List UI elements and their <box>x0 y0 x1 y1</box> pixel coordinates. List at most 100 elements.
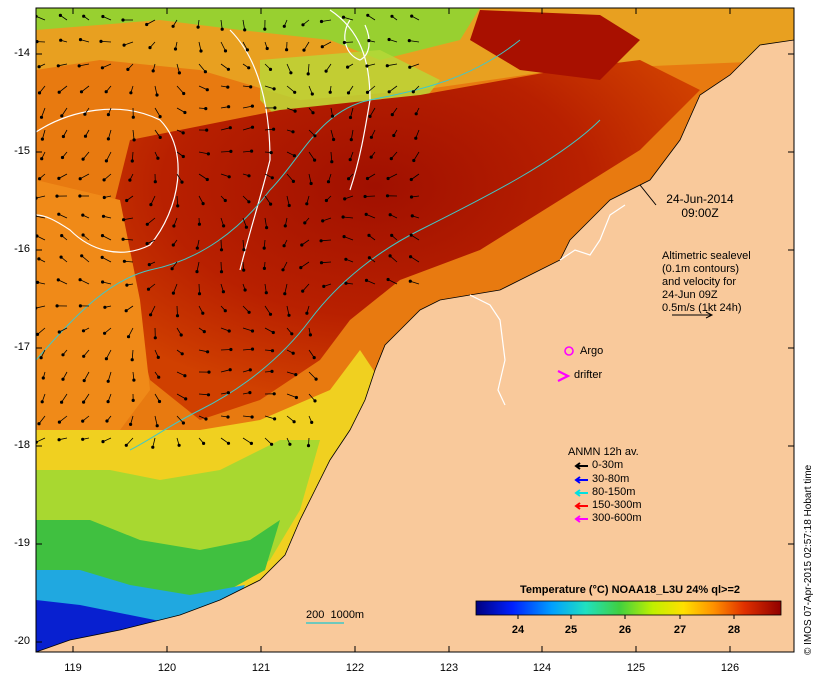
velocity-arrow-head <box>264 291 268 295</box>
velocity-arrow-head <box>272 392 276 396</box>
velocity-arrow-head <box>59 400 64 404</box>
velocity-arrow-head <box>182 91 186 96</box>
velocity-arrow-head <box>271 330 275 335</box>
velocity-arrow <box>242 217 247 228</box>
velocity-arrow-head <box>289 71 293 75</box>
velocity-arrow-head <box>37 422 41 426</box>
velocity-arrow-head <box>410 14 414 18</box>
velocity-arrow-head <box>124 443 128 447</box>
velocity-arrow <box>41 107 46 118</box>
velocity-arrow-head <box>342 40 346 45</box>
velocity-arrow-head <box>126 67 130 72</box>
velocity-arrow-head <box>102 195 106 200</box>
velocity-arrow-head <box>197 222 201 226</box>
velocity-arrow-head <box>181 154 185 159</box>
velocity-arrow <box>37 327 46 335</box>
y-axis-label: -15 <box>14 145 30 157</box>
velocity-arrow <box>350 129 354 140</box>
velocity-arrow-head <box>199 49 203 53</box>
x-axis-label: 124 <box>532 662 552 674</box>
velocity-arrow-head <box>408 65 412 69</box>
velocity-arrow-head <box>149 313 153 317</box>
velocity-arrow-head <box>40 157 44 161</box>
velocity-arrow-head <box>56 64 60 68</box>
velocity-arrow-head <box>262 246 266 250</box>
velocity-arrow-head <box>409 195 414 199</box>
velocity-arrow <box>242 327 253 332</box>
velocity-arrow-head <box>126 335 131 339</box>
velocity-arrow-head <box>156 156 160 160</box>
velocity-arrow-head <box>151 445 155 449</box>
velocity-arrow-head <box>57 420 62 424</box>
velocity-arrow <box>36 215 46 219</box>
colorbar-ticks <box>517 615 735 619</box>
velocity-arrow-head <box>226 85 230 89</box>
velocity-arrow-head <box>204 107 208 111</box>
velocity-arrow <box>128 327 134 337</box>
velocity-arrow-head <box>37 91 42 95</box>
x-axis-label: 123 <box>439 662 459 674</box>
velocity-arrow-head <box>290 332 294 336</box>
velocity-arrow-head <box>243 28 247 32</box>
velocity-arrow-head <box>262 266 266 270</box>
velocity-arrow-head <box>293 109 297 113</box>
velocity-arrow-head <box>219 270 224 274</box>
velocity-arrow <box>59 415 68 423</box>
plot-frame <box>35 7 795 653</box>
velocity-arrow-head <box>408 279 412 283</box>
velocity-arrow-head <box>146 287 151 291</box>
velocity-arrow-head <box>36 40 39 44</box>
velocity-arrow-head <box>79 90 84 94</box>
velocity-arrow-head <box>387 90 391 94</box>
velocity-arrow-head <box>183 374 187 378</box>
velocity-arrow-head <box>103 305 107 309</box>
velocity-arrow-head <box>314 377 318 381</box>
velocity-arrow-head <box>201 202 205 206</box>
velocity-arrow-head <box>82 400 86 404</box>
velocity-arrow <box>330 151 333 162</box>
velocity-arrow-head <box>158 135 162 139</box>
velocity-arrow-head <box>106 137 111 141</box>
velocity-arrow <box>83 371 90 381</box>
velocity-arrow-head <box>175 314 180 318</box>
velocity-arrow-head <box>412 158 416 163</box>
velocity-arrow-head <box>204 417 208 421</box>
argo-marker-icon <box>564 346 574 356</box>
velocity-arrow-head <box>177 443 181 447</box>
velocity-arrow-head <box>320 45 324 49</box>
velocity-arrow-head <box>101 280 105 284</box>
velocity-arrow-head <box>106 113 111 117</box>
velocity-arrow-head <box>196 25 200 29</box>
velocity-arrow-head <box>341 15 346 19</box>
anmn-legend-150-300: 150-300m <box>592 499 642 511</box>
drifter-marker-icon <box>557 370 571 382</box>
argo-label: Argo <box>580 345 604 357</box>
velocity-arrow <box>300 261 310 268</box>
velocity-arrow-head <box>228 126 232 130</box>
isobath-lines <box>36 39 601 451</box>
velocity-arrow-head <box>248 368 252 372</box>
velocity-arrow-head <box>155 93 159 97</box>
velocity-arrow-head <box>281 268 285 272</box>
velocity-arrow-head <box>57 438 61 442</box>
velocity-arrow-head <box>207 370 211 374</box>
velocity-arrow-head <box>205 88 209 92</box>
velocity-arrow <box>369 107 376 117</box>
velocity-arrow-head <box>294 395 298 400</box>
velocity-arrow-head <box>301 289 305 293</box>
velocity-arrow <box>154 107 161 117</box>
velocity-arrow-head <box>302 48 306 52</box>
velocity-arrow-head <box>408 255 413 259</box>
velocity-arrow <box>286 85 295 93</box>
velocity-arrow-head <box>60 155 65 160</box>
velocity-arrow <box>100 41 112 43</box>
velocity-arrow <box>264 195 271 205</box>
velocity-arrow-head <box>55 194 59 198</box>
velocity-arrow-head <box>129 91 133 95</box>
velocity-arrow-head <box>367 38 371 43</box>
velocity-arrow-head <box>59 255 63 259</box>
velocity-arrow-head <box>229 347 233 352</box>
velocity-arrow <box>321 19 332 22</box>
velocity-arrow-head <box>205 177 209 182</box>
velocity-arrow <box>242 437 252 444</box>
